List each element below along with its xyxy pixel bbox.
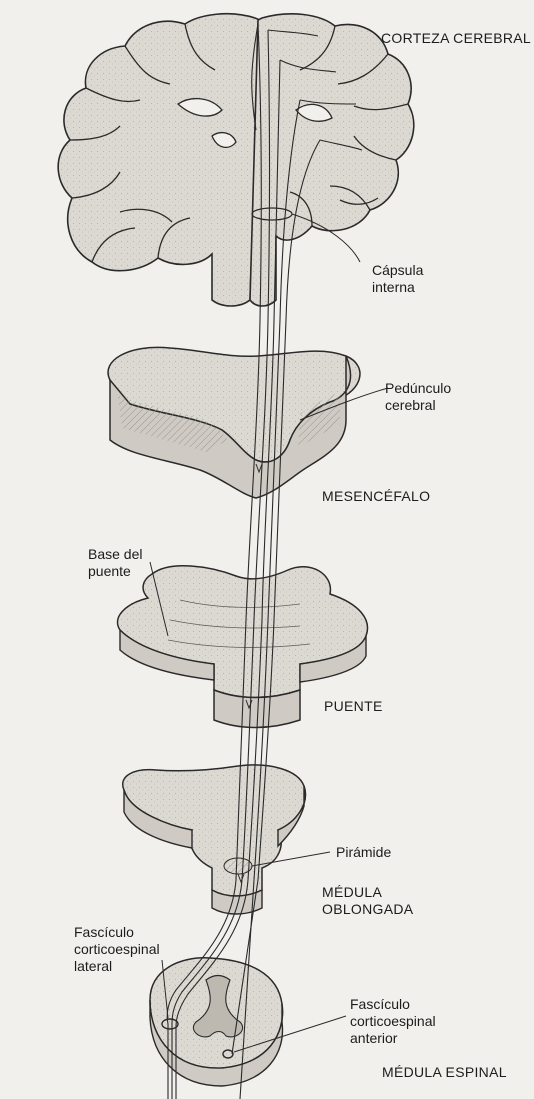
label-puente: PUENTE	[324, 698, 383, 714]
corticospinal-fibers	[166, 23, 363, 1099]
label-fasciculo-anterior: Fascículo corticoespinal anterior	[350, 996, 436, 1047]
label-lateral-line1: Fascículo	[74, 924, 134, 940]
label-anterior-line2: corticoespinal	[350, 1013, 436, 1029]
label-medula-ob-line1: MÉDULA	[322, 884, 383, 900]
midbrain-section	[107, 346, 361, 499]
label-corteza-cerebral: CORTEZA CEREBRAL	[381, 30, 532, 46]
pons-section	[116, 565, 369, 729]
label-pedunculo-cerebral: Pedúnculo cerebral	[385, 380, 451, 414]
label-anterior-line1: Fascículo	[350, 996, 410, 1012]
label-base-line2: puente	[88, 563, 131, 579]
leader-lines	[149, 213, 389, 1053]
label-medula-oblongada: MÉDULA OBLONGADA	[322, 884, 413, 918]
label-lateral-line3: lateral	[74, 958, 113, 974]
right-hemisphere	[249, 13, 415, 307]
label-anterior-line3: anterior	[350, 1030, 398, 1046]
label-lateral-line2: corticoespinal	[74, 941, 160, 957]
medulla-oblongata-section	[122, 764, 307, 915]
label-base-del-puente: Base del puente	[88, 546, 142, 580]
label-pedunculo-line1: Pedúnculo	[385, 380, 452, 396]
cerebral-cortex-section	[57, 12, 415, 307]
label-capsula-line1: Cápsula	[372, 262, 424, 278]
label-capsula-interna: Cápsula interna	[372, 262, 423, 296]
left-hemisphere	[57, 12, 261, 307]
label-base-line1: Base del	[88, 546, 143, 562]
spinal-cord-section	[149, 957, 284, 1087]
label-pedunculo-line2: cerebral	[385, 397, 436, 413]
label-medula-espinal: MÉDULA ESPINAL	[382, 1064, 507, 1080]
label-mesencefalo: MESENCÉFALO	[322, 488, 431, 504]
label-fasciculo-lateral: Fascículo corticoespinal lateral	[74, 924, 160, 975]
label-capsula-line2: interna	[372, 279, 415, 295]
label-medula-ob-line2: OBLONGADA	[322, 901, 414, 917]
label-piramide: Pirámide	[336, 844, 392, 860]
